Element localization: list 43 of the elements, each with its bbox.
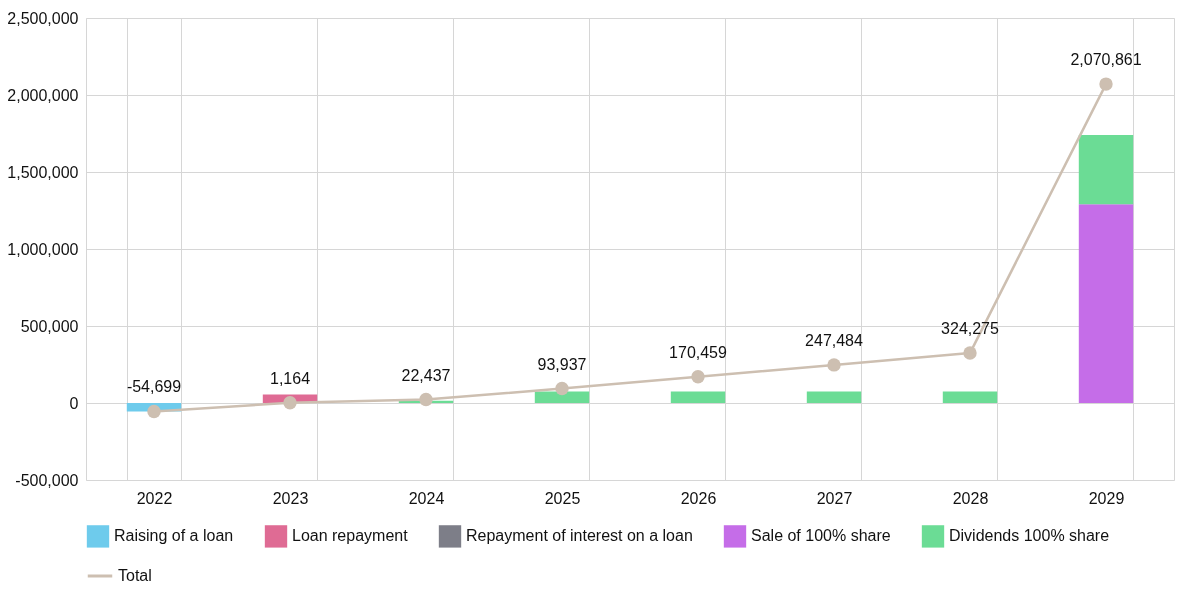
y-tick-label: 1,000,000 [7,240,79,258]
data-label: 2,070,861 [1070,51,1142,69]
x-tick-label: 2029 [1088,489,1125,507]
x-tick-label: 2025 [544,489,581,507]
legend-label: Sale of 100% share [751,527,891,545]
bar [806,391,862,403]
point [1099,77,1113,91]
point [147,404,161,419]
point [555,381,569,396]
bar [670,391,726,403]
point [419,392,433,407]
y-tick-label: 2,000,000 [7,86,79,104]
legend-label: Loan repayment [292,527,409,545]
point [283,396,297,410]
data-label: 1,164 [269,369,311,387]
legend-label: Total [118,567,152,584]
point [691,370,705,384]
data-label: 170,459 [669,343,728,361]
x-tick-label: 2027 [816,489,853,507]
x-tick-label: 2026 [680,489,717,507]
bar [534,391,590,403]
data-label: 93,937 [537,355,587,373]
x-tick-label: 2022 [136,489,173,507]
legend-label: Dividends 100% share [949,527,1110,545]
y-tick-label: 0 [69,394,79,412]
data-label: 247,484 [805,331,864,349]
legend-label: Repayment of interest on a loan [466,527,693,545]
bar [1078,135,1134,205]
bar [1078,204,1134,403]
bar [942,391,998,403]
data-label: 22,437 [401,366,451,384]
data-label: 324,275 [941,320,1000,338]
y-tick-label: 500,000 [20,317,79,335]
data-label: -54,699 [126,378,182,396]
legend-label: Raising of a loan [114,527,234,545]
point [963,346,977,360]
y-tick-label: -500,000 [15,471,79,489]
x-tick-label: 2028 [952,489,989,507]
y-tick-label: 1,500,000 [7,163,79,181]
x-tick-label: 2024 [408,489,445,507]
y-tick-label: 2,500,000 [7,9,79,27]
x-tick-label: 2023 [272,489,309,507]
point [827,358,841,372]
